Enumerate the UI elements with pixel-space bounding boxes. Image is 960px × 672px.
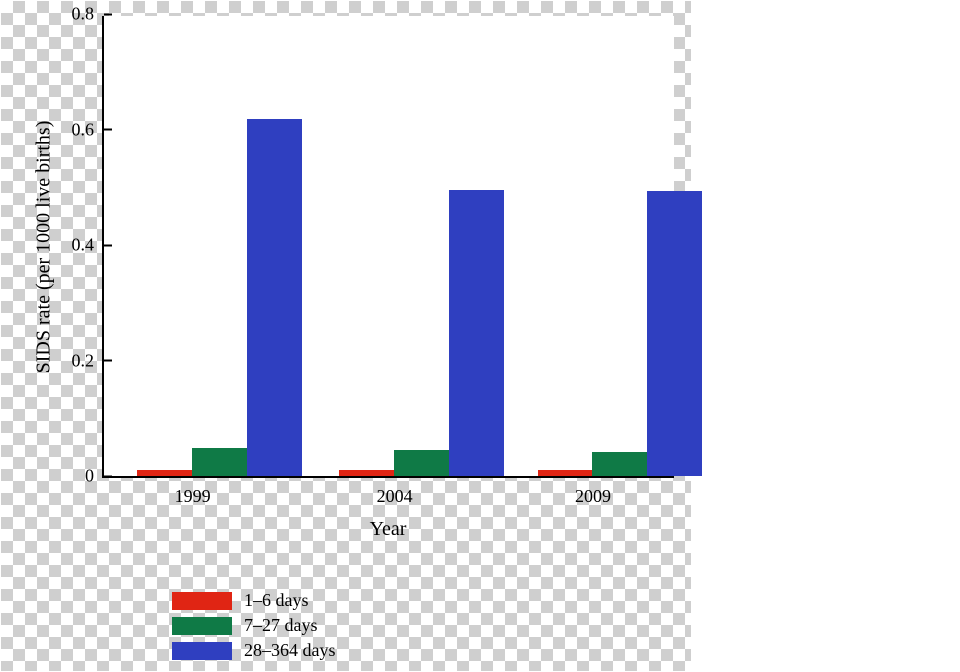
legend-swatch — [172, 642, 232, 660]
y-tick-label: 0.4 — [72, 235, 105, 256]
bar — [137, 470, 192, 476]
bar — [538, 470, 593, 476]
bar — [192, 448, 247, 476]
legend-label: 1–6 days — [244, 590, 309, 611]
legend-item: 1–6 days — [172, 590, 336, 611]
figure-stage: 00.20.40.60.8 199920042009 SIDS rate (pe… — [0, 0, 960, 672]
bar — [647, 191, 702, 476]
legend-swatch — [172, 617, 232, 635]
y-tick-label: 0.6 — [72, 119, 105, 140]
bar — [592, 452, 647, 476]
plot-area: 00.20.40.60.8 199920042009 — [102, 16, 674, 478]
legend: 1–6 days 7–27 days 28–364 days — [172, 590, 336, 665]
bar — [394, 450, 449, 476]
legend-swatch — [172, 592, 232, 610]
x-tick-label: 2004 — [377, 476, 413, 507]
bar — [247, 119, 302, 476]
legend-label: 28–364 days — [244, 640, 336, 661]
legend-label: 7–27 days — [244, 615, 318, 636]
bar — [449, 190, 504, 476]
y-tick-label: 0.8 — [72, 4, 105, 25]
legend-item: 28–364 days — [172, 640, 336, 661]
x-axis-label: Year — [370, 518, 407, 541]
x-tick-label: 2009 — [575, 476, 611, 507]
y-axis-label: SIDS rate (per 1000 live births) — [33, 121, 56, 374]
bar — [339, 470, 394, 476]
y-tick-label: 0 — [85, 466, 104, 487]
legend-item: 7–27 days — [172, 615, 336, 636]
x-tick-label: 1999 — [175, 476, 211, 507]
y-tick-label: 0.2 — [72, 350, 105, 371]
